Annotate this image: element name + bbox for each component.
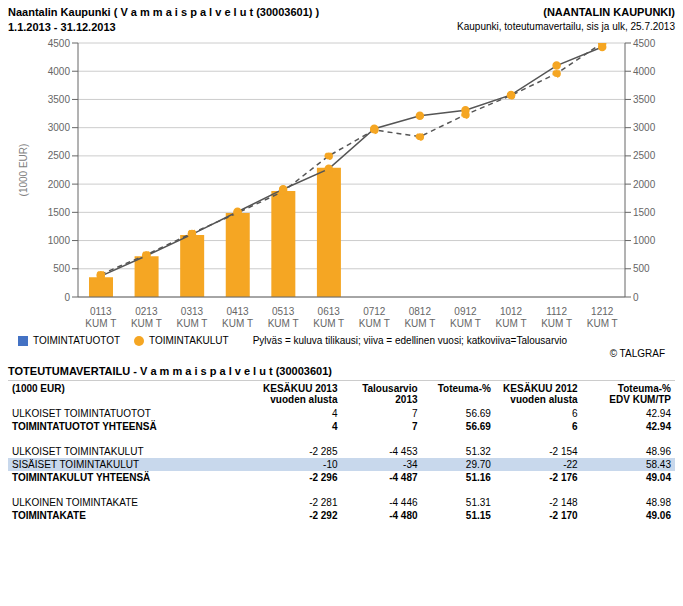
svg-text:2000: 2000 [633, 179, 656, 190]
svg-text:0812KUM T: 0812KUM T [404, 306, 435, 329]
html-text:TOIMINTAKULUT: TOIMINTAKULUT [149, 335, 229, 346]
html-text:-2 285: -2 285 [309, 446, 338, 457]
svg-text:0712KUM T: 0712KUM T [359, 306, 390, 329]
html-text:6: 6 [572, 408, 578, 419]
html-text:4: 4 [331, 421, 338, 432]
svg-text:4000: 4000 [48, 66, 71, 77]
html-text:vuoden alusta: vuoden alusta [270, 394, 338, 405]
svg-text:4500: 4500 [48, 38, 71, 49]
html-text:-10: -10 [323, 459, 338, 470]
html-text:© TALGRAF: © TALGRAF [609, 348, 665, 359]
html-text:1.1.2013 - 31.12.2013: 1.1.2013 - 31.12.2013 [8, 21, 116, 33]
html-text:Pylväs = kuluva tilikausi; vii: Pylväs = kuluva tilikausi; viiva = edell… [252, 335, 567, 346]
html-text:49.04: 49.04 [646, 472, 671, 483]
html-text:29.70: 29.70 [465, 459, 491, 470]
html-text:58.43: 58.43 [646, 459, 671, 470]
html-text:56.69: 56.69 [465, 408, 491, 419]
html-text:51.31: 51.31 [465, 497, 491, 508]
html-text:ULKOISET TOIMINTATUOTOT: ULKOISET TOIMINTATUOTOT [12, 408, 151, 419]
html-text:56.69: 56.69 [465, 421, 491, 432]
html-text:-2 148: -2 148 [549, 497, 578, 508]
svg-text:0: 0 [633, 292, 639, 303]
html-text:vuoden alusta: vuoden alusta [510, 394, 578, 405]
html-text:TOTEUTUMAVERTAILU - V a m m a: TOTEUTUMAVERTAILU - V a m m a i s p a l … [8, 365, 332, 377]
html-text:48.96: 48.96 [646, 446, 671, 457]
svg-text:0313KUM T: 0313KUM T [176, 306, 207, 329]
svg-text:1212KUM T: 1212KUM T [587, 306, 618, 329]
svg-text:0613KUM T: 0613KUM T [313, 306, 344, 329]
html-text:TOIMINTAKATE: TOIMINTAKATE [12, 510, 86, 521]
html-text:6: 6 [572, 421, 578, 432]
svg-text:0912KUM T: 0912KUM T [450, 306, 481, 329]
html-text:EDV KUM/TP: EDV KUM/TP [609, 394, 671, 405]
svg-text:1500: 1500 [633, 207, 656, 218]
html-text:-22: -22 [563, 459, 578, 470]
html-text:-2 292: -2 292 [309, 510, 338, 521]
svg-text:0: 0 [64, 292, 70, 303]
html-text:-4 480: -4 480 [389, 510, 418, 521]
svg-text:2500: 2500 [48, 150, 71, 161]
html-text:KESÄKUU 2012: KESÄKUU 2012 [503, 383, 578, 394]
svg-text:(1000 EUR): (1000 EUR) [18, 144, 29, 197]
html-text:-2 154: -2 154 [549, 446, 578, 457]
svg-text:4000: 4000 [633, 66, 656, 77]
html-text:SISÄISET TOIMINTAKULUT: SISÄISET TOIMINTAKULUT [12, 459, 140, 470]
html-text:7: 7 [412, 408, 418, 419]
svg-text:0513KUM T: 0513KUM T [268, 306, 299, 329]
svg-text:3500: 3500 [48, 94, 71, 105]
svg-text:1000: 1000 [633, 235, 656, 246]
svg-text:1012KUM T: 1012KUM T [496, 306, 527, 329]
svg-text:0113KUM T: 0113KUM T [85, 306, 116, 329]
html-text:49.06: 49.06 [646, 510, 671, 521]
html-text:4: 4 [331, 408, 338, 419]
svg-text:2500: 2500 [633, 150, 656, 161]
svg-text:0413KUM T: 0413KUM T [222, 306, 253, 329]
svg-text:3500: 3500 [633, 94, 656, 105]
svg-text:3000: 3000 [48, 122, 71, 133]
html-text:TOIMINTATUOTOT: TOIMINTATUOTOT [33, 335, 120, 346]
html-text:Toteuma-%: Toteuma-% [437, 383, 491, 394]
html-text:-2 170: -2 170 [549, 510, 578, 521]
html-text:Talousarvio 2013: Talousarvio 2013 [362, 383, 418, 405]
html-text:Kaupunki, toteutumavertailu, s: Kaupunki, toteutumavertailu, sis ja ulk,… [457, 21, 675, 32]
html-text:42.94: 42.94 [646, 421, 671, 432]
html-text:ULKOINEN TOIMINTAKATE: ULKOINEN TOIMINTAKATE [12, 497, 138, 508]
svg-text:4500: 4500 [633, 38, 656, 49]
html-text:(NAANTALIN KAUPUNKI): (NAANTALIN KAUPUNKI) [543, 6, 675, 18]
html-text:KESÄKUU 2013: KESÄKUU 2013 [263, 383, 338, 394]
svg-text:1000: 1000 [48, 235, 71, 246]
html-text:7: 7 [412, 421, 418, 432]
html-text:42.94: 42.94 [646, 408, 671, 419]
html-text:(1000 EUR): (1000 EUR) [12, 383, 65, 394]
html-text:-34: -34 [403, 459, 418, 470]
html-text:-4 446: -4 446 [389, 497, 418, 508]
svg-text:2000: 2000 [48, 179, 71, 190]
html-text:-2 176: -2 176 [549, 472, 578, 483]
html-text:Naantalin Kaupunki ( V a m m a: Naantalin Kaupunki ( V a m m a i s p a l… [8, 6, 320, 18]
html-text:51.32: 51.32 [465, 446, 491, 457]
html-text:-4 453: -4 453 [389, 446, 418, 457]
html-text:48.98: 48.98 [646, 497, 671, 508]
html-text:Toteuma-%: Toteuma-% [617, 383, 671, 394]
svg-text:500: 500 [53, 263, 70, 274]
html-text:TOIMINTATUOTOT YHTEENSÄ: TOIMINTATUOTOT YHTEENSÄ [12, 421, 157, 432]
svg-text:1500: 1500 [48, 207, 71, 218]
html-text:-2 296: -2 296 [309, 472, 338, 483]
html-text:TOIMINTAKULUT YHTEENSÄ: TOIMINTAKULUT YHTEENSÄ [12, 472, 151, 483]
html-text:-4 487: -4 487 [389, 472, 418, 483]
svg-text:3000: 3000 [633, 122, 656, 133]
html-text:51.16: 51.16 [465, 472, 491, 483]
html-text:-2 281: -2 281 [309, 497, 338, 508]
svg-text:1112KUM T: 1112KUM T [541, 306, 572, 329]
html-text:ULKOISET TOIMINTAKULUT: ULKOISET TOIMINTAKULUT [12, 446, 144, 457]
svg-text:0213KUM T: 0213KUM T [131, 306, 162, 329]
html-text:51.15: 51.15 [465, 510, 491, 521]
svg-text:500: 500 [633, 263, 650, 274]
